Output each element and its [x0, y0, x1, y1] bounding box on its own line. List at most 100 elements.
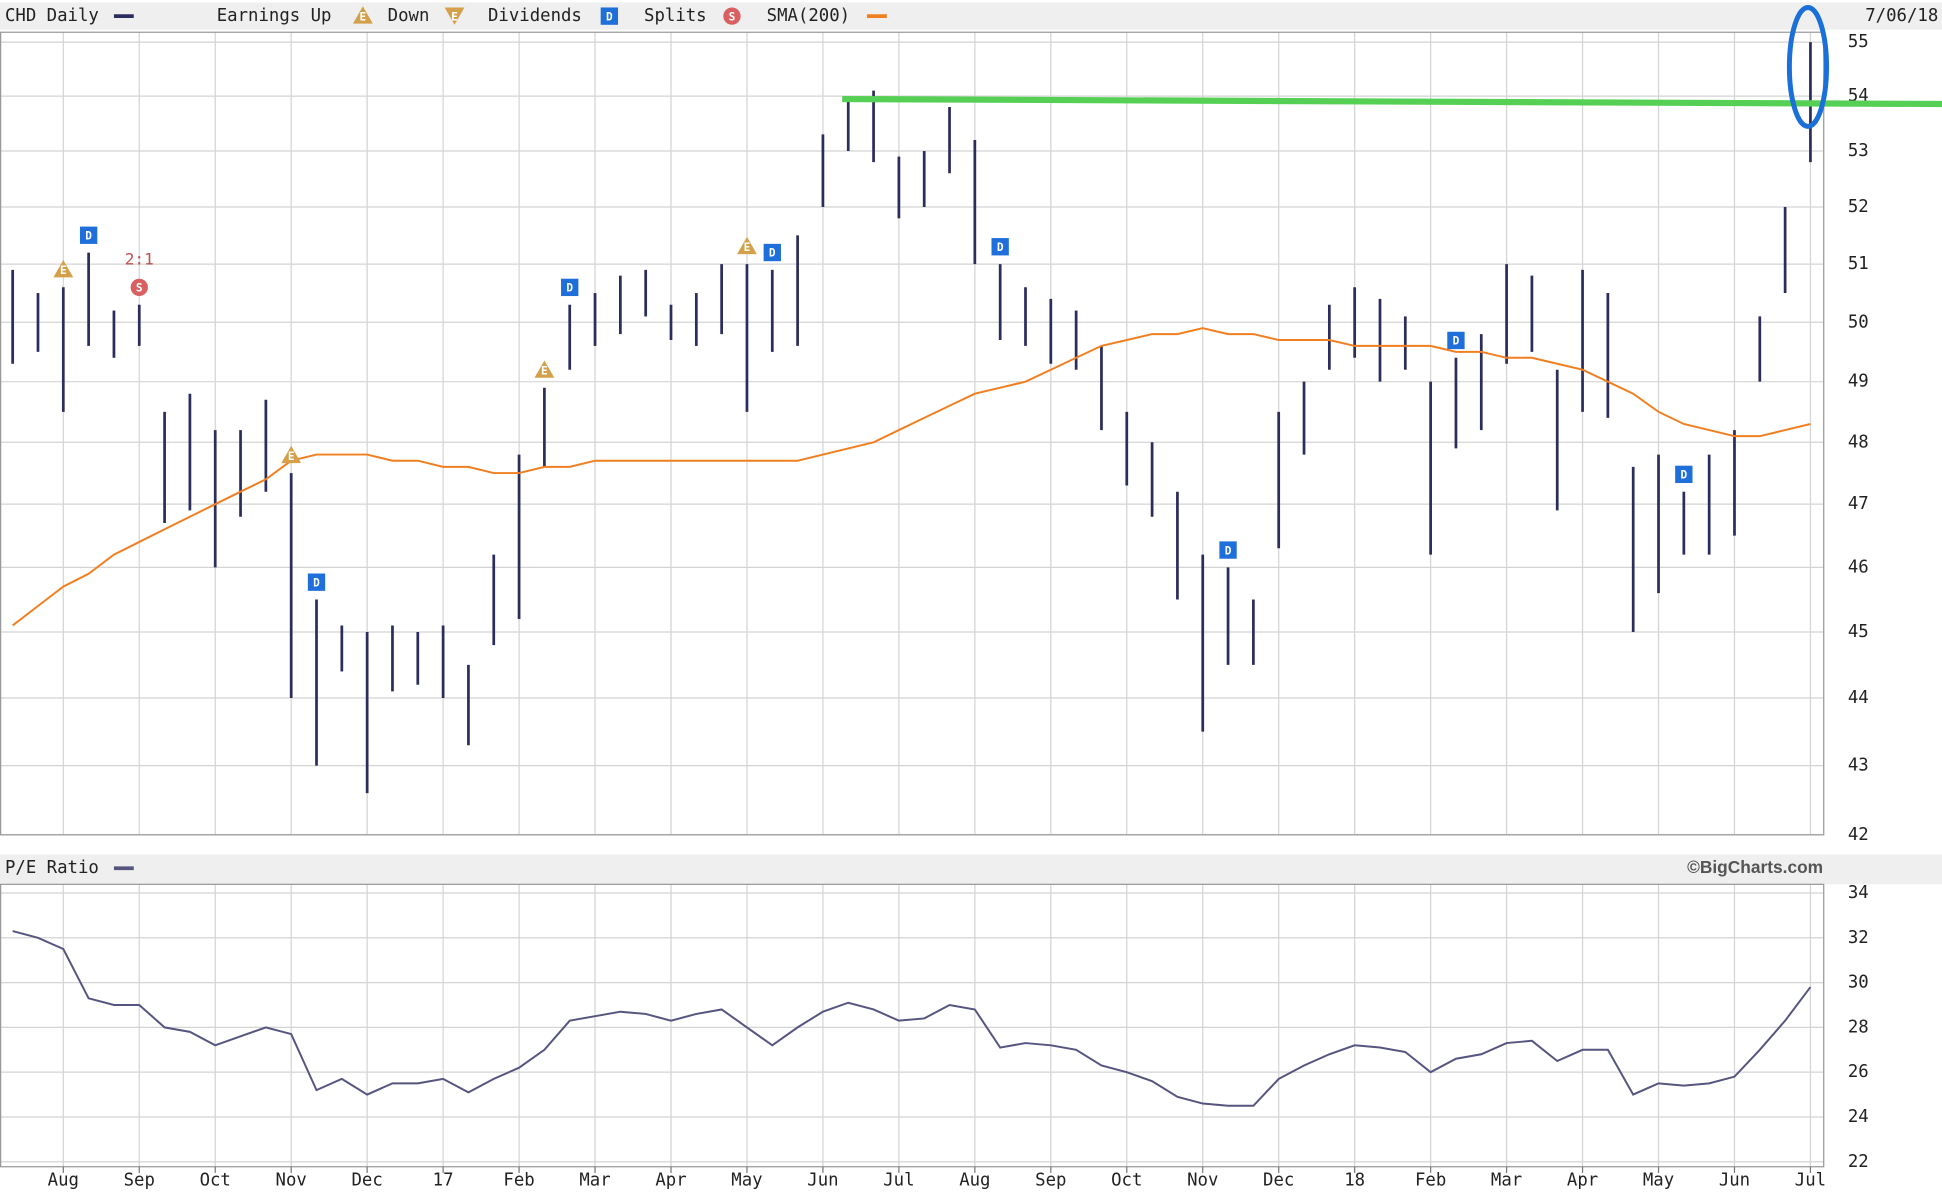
marker-symbol: D — [85, 229, 92, 242]
y-tick-label: 30 — [1848, 973, 1869, 993]
x-tick-label: Jun — [1719, 1170, 1750, 1190]
marker-symbol: E — [541, 365, 548, 378]
y-tick-label: 52 — [1848, 197, 1869, 217]
marker-icon-dividend: D — [1675, 465, 1693, 484]
x-tick-label: May — [731, 1170, 762, 1190]
marker-symbol: E — [60, 264, 67, 277]
x-tick-label: Jun — [807, 1170, 838, 1190]
panel-separator — [0, 854, 1942, 885]
marker-symbol: E — [451, 10, 458, 23]
legend-label: Dividends — [488, 6, 582, 26]
marker-icon-earnings_up: E — [281, 445, 302, 464]
marker-icon-dividend: D — [79, 226, 98, 244]
grid — [0, 32, 1824, 1167]
y-tick-label: 42 — [1848, 825, 1869, 845]
y-tick-label: 50 — [1848, 312, 1869, 332]
marker-symbol: S — [729, 10, 736, 23]
chart-date: 7/06/18 — [1865, 6, 1938, 26]
x-tick-label: Feb — [1415, 1170, 1446, 1190]
x-tick-label: Sep — [1035, 1170, 1066, 1190]
x-tick-label: Apr — [655, 1170, 686, 1190]
resistance-line — [842, 95, 1942, 108]
x-tick-label: 18 — [1344, 1170, 1365, 1190]
marker-symbol: D — [997, 241, 1004, 254]
triangle-up — [352, 6, 373, 24]
marker-icon-earnings_up: E — [534, 360, 555, 378]
triangle-down — [444, 7, 465, 25]
pe-title: P/E Ratio — [5, 858, 99, 878]
marker-symbol: D — [566, 282, 573, 295]
legend-label: SMA(200) — [767, 6, 850, 26]
y-tick-label: 46 — [1848, 557, 1869, 577]
y-tick-label: 34 — [1848, 883, 1869, 903]
y-tick-label: 51 — [1848, 254, 1869, 274]
x-tick-label: Mar — [579, 1170, 610, 1190]
dividend-box — [79, 226, 98, 244]
price-frame — [0, 31, 1825, 836]
x-tick-label: Dec — [1263, 1170, 1294, 1190]
marker-symbol: E — [288, 450, 295, 463]
marker-icon-dividend: D — [1219, 541, 1237, 559]
x-tick-label: Jul — [1795, 1170, 1826, 1190]
y-tick-label: 28 — [1848, 1017, 1869, 1037]
y-tick-label: 48 — [1848, 432, 1869, 452]
triangle-up — [737, 236, 757, 255]
split-ratio: 2:1 — [125, 250, 154, 269]
marker-icon-dividend: D — [1447, 331, 1465, 350]
marker-symbol: S — [136, 282, 143, 295]
marker-icon-earnings_up: E — [352, 6, 373, 24]
marker-symbol: D — [769, 247, 776, 260]
x-tick-label: Nov — [1187, 1170, 1218, 1190]
marker-symbol: E — [744, 241, 751, 254]
y-tick-label: 22 — [1848, 1152, 1869, 1172]
sma-line — [12, 327, 1811, 627]
x-tick-label: Nov — [276, 1170, 307, 1190]
y-tick-label: 26 — [1848, 1062, 1869, 1082]
marker-icon-split: S — [723, 7, 741, 25]
legend-label: Splits — [644, 6, 707, 26]
triangle-up — [53, 259, 74, 278]
marker-icon-dividend: D — [561, 278, 579, 297]
marker-icon-earnings_up: E — [737, 236, 757, 255]
x-tick-label: Oct — [200, 1170, 231, 1190]
y-tick-label: 32 — [1848, 928, 1869, 948]
y-tick-label: 53 — [1848, 141, 1869, 161]
x-tick-label: Feb — [503, 1170, 534, 1190]
y-tick-label: 24 — [1848, 1107, 1869, 1127]
y-tick-label: 45 — [1848, 622, 1869, 642]
triangle-up — [281, 445, 302, 464]
x-tick-label: Apr — [1567, 1170, 1598, 1190]
pe-line — [12, 930, 1812, 1107]
y-tick-label: 47 — [1848, 494, 1869, 514]
x-tick-label: Aug — [48, 1170, 79, 1190]
marker-icon-dividend: D — [307, 573, 326, 591]
dividend-box — [1675, 465, 1693, 484]
dividend-box — [561, 278, 579, 297]
x-tick-label: Dec — [351, 1170, 382, 1190]
marker-symbol: D — [1225, 544, 1232, 557]
marker-icon-dividend: D — [991, 238, 1009, 256]
split-circle — [130, 278, 148, 297]
dividend-box — [600, 7, 619, 25]
x-tick-label: Sep — [124, 1170, 155, 1190]
dividend-box — [763, 243, 781, 262]
y-tick-label: 49 — [1848, 372, 1869, 392]
marker-icon-earnings_down: E — [444, 7, 465, 25]
x-tick-label: 17 — [433, 1170, 454, 1190]
pe-frame — [0, 883, 1825, 1168]
marker-icon-earnings_up: E — [53, 259, 74, 278]
legend-label: Down — [388, 6, 430, 26]
y-tick-label: 44 — [1848, 688, 1869, 708]
highlight-ellipse — [1786, 4, 1830, 129]
x-tick-label: May — [1643, 1170, 1674, 1190]
marker-symbol: D — [1453, 335, 1460, 348]
legend-label: Earnings Up — [217, 6, 332, 26]
y-tick-label: 43 — [1848, 756, 1869, 776]
chart-title: CHD Daily — [5, 6, 99, 26]
x-tick-label: Mar — [1491, 1170, 1522, 1190]
marker-icon-split: S — [130, 278, 148, 297]
marker-icon-dividend: D — [600, 7, 619, 25]
triangle-up — [534, 360, 555, 378]
